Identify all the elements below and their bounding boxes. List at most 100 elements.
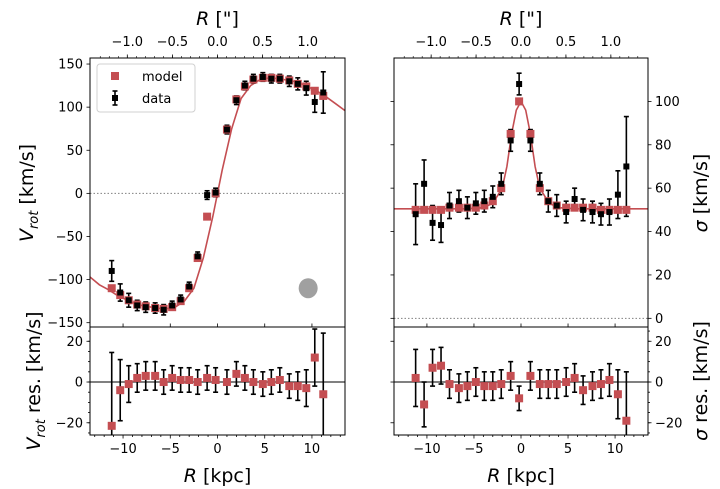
y-tick-label: −20 bbox=[56, 416, 83, 431]
sigma-data-point bbox=[606, 209, 613, 216]
sres-point bbox=[552, 380, 561, 389]
vrot-data-point bbox=[134, 302, 141, 309]
top-x-tick-label: −1.0 bbox=[415, 35, 447, 50]
sigma-model-point bbox=[506, 129, 515, 138]
sigma-data-point bbox=[489, 193, 496, 200]
sigma-data-point bbox=[527, 137, 534, 144]
sigma-data-point bbox=[455, 198, 462, 205]
sigma-data-point bbox=[472, 200, 479, 207]
sigma-yaxis-left bbox=[390, 100, 394, 319]
sigma-model-point bbox=[411, 205, 420, 214]
vrot-data-point bbox=[268, 75, 275, 82]
y-tick-label: −150 bbox=[47, 316, 83, 331]
sres-point bbox=[471, 378, 480, 387]
sres-point bbox=[605, 375, 614, 384]
top-axis-label: R ["] bbox=[500, 8, 543, 30]
vrot-data-point bbox=[311, 98, 318, 105]
top-axis-symbol: R bbox=[196, 8, 209, 30]
sigma-data-point bbox=[580, 206, 587, 213]
vres-point bbox=[267, 378, 276, 387]
sres-point bbox=[411, 373, 420, 382]
y-tick-label: 20 bbox=[655, 268, 672, 283]
sres-ylabel: σ res. [km/s] bbox=[690, 321, 712, 441]
y-tick-label: 20 bbox=[66, 335, 83, 350]
vres-point bbox=[310, 353, 319, 362]
vrot-data-point bbox=[177, 296, 184, 303]
top-axis-symbol: R bbox=[500, 8, 513, 30]
vrot-data-point bbox=[294, 80, 301, 87]
x-tick-label: 0 bbox=[213, 442, 221, 457]
xlabel-unit: [kpc] bbox=[500, 465, 554, 487]
vres-point bbox=[293, 382, 302, 391]
sigma-model-point bbox=[588, 203, 597, 212]
sigma-data-point bbox=[438, 222, 445, 229]
ylabel-unit: [km/s] bbox=[690, 154, 712, 221]
sres-points bbox=[411, 361, 631, 425]
y-tick-label: 0 bbox=[655, 312, 663, 327]
vrot-data-point bbox=[303, 85, 310, 92]
sres-point bbox=[544, 380, 553, 389]
sigma-data-point bbox=[421, 180, 428, 187]
vres-point bbox=[302, 384, 311, 393]
sigma-model-point bbox=[497, 184, 506, 193]
top-x-tick-label: 1.0 bbox=[600, 35, 621, 50]
top-x-tick-label: −0.5 bbox=[460, 35, 492, 50]
sigma-data-point bbox=[446, 202, 453, 209]
x-tick-label: −5 bbox=[464, 442, 483, 457]
x-tick-label: −10 bbox=[109, 442, 136, 457]
sres-point bbox=[515, 394, 524, 403]
sres-point bbox=[535, 380, 544, 389]
y-tick-label: 50 bbox=[66, 144, 83, 159]
sigma-data-point bbox=[536, 180, 543, 187]
vrot-data-point bbox=[108, 267, 115, 274]
y-tick-label: 0 bbox=[75, 376, 83, 391]
vres-point bbox=[124, 380, 133, 389]
y-tick-label: 100 bbox=[58, 101, 83, 116]
vrot-ylabel: Vrot [km/s] bbox=[16, 144, 42, 242]
sigma-model-point bbox=[596, 205, 605, 214]
vrot-data-point bbox=[152, 305, 159, 312]
sres-point bbox=[526, 371, 535, 380]
ylabel-subscript: rot bbox=[27, 210, 42, 229]
ylabel-symbol: V bbox=[23, 436, 45, 451]
vrot-data-point bbox=[241, 82, 248, 89]
y-tick-label: −50 bbox=[56, 230, 83, 245]
x-tick-label: 0 bbox=[517, 442, 525, 457]
sres-point bbox=[428, 363, 437, 372]
sigma-model-point bbox=[488, 197, 497, 206]
vres-point bbox=[240, 373, 249, 382]
vres-point bbox=[116, 386, 125, 395]
vres-point bbox=[249, 378, 258, 387]
vrot-data-point bbox=[142, 304, 149, 311]
legend-model-marker bbox=[111, 72, 119, 80]
sigma-model-point bbox=[562, 203, 571, 212]
vres-ylabel: Vrot res. [km/s] bbox=[23, 311, 49, 450]
vres-point bbox=[285, 382, 294, 391]
ylabel-symbol: V bbox=[16, 227, 38, 242]
vrot-data-point bbox=[286, 78, 293, 85]
sres-point bbox=[622, 416, 631, 425]
top-x-tick-label: 1.0 bbox=[297, 35, 318, 50]
sres-point bbox=[596, 380, 605, 389]
vres-point bbox=[203, 373, 212, 382]
sigma-model-point bbox=[437, 205, 446, 214]
sigma-data-point bbox=[571, 196, 578, 203]
vres-xaxis: −10 −5 0 5 10 bbox=[94, 435, 341, 457]
legend-box bbox=[96, 63, 196, 113]
sigma-model-point bbox=[480, 201, 489, 210]
legend-model-label: model bbox=[142, 70, 182, 85]
sigma-model-point bbox=[515, 97, 524, 106]
vres-point bbox=[141, 371, 150, 380]
vrot-data-point bbox=[233, 97, 240, 104]
sigma-data-point bbox=[623, 163, 630, 170]
vrot-model-point bbox=[319, 91, 328, 100]
sigma-data-point bbox=[553, 202, 560, 209]
x-tick-label: −10 bbox=[413, 442, 440, 457]
sigma-data-point bbox=[498, 180, 505, 187]
sres-point bbox=[420, 400, 429, 409]
sigma-model-point bbox=[613, 205, 622, 214]
sres-point bbox=[588, 382, 597, 391]
ylabel-symbol: σ bbox=[690, 219, 712, 232]
xlabel-unit: [kpc] bbox=[197, 465, 251, 487]
sres-point bbox=[445, 380, 454, 389]
